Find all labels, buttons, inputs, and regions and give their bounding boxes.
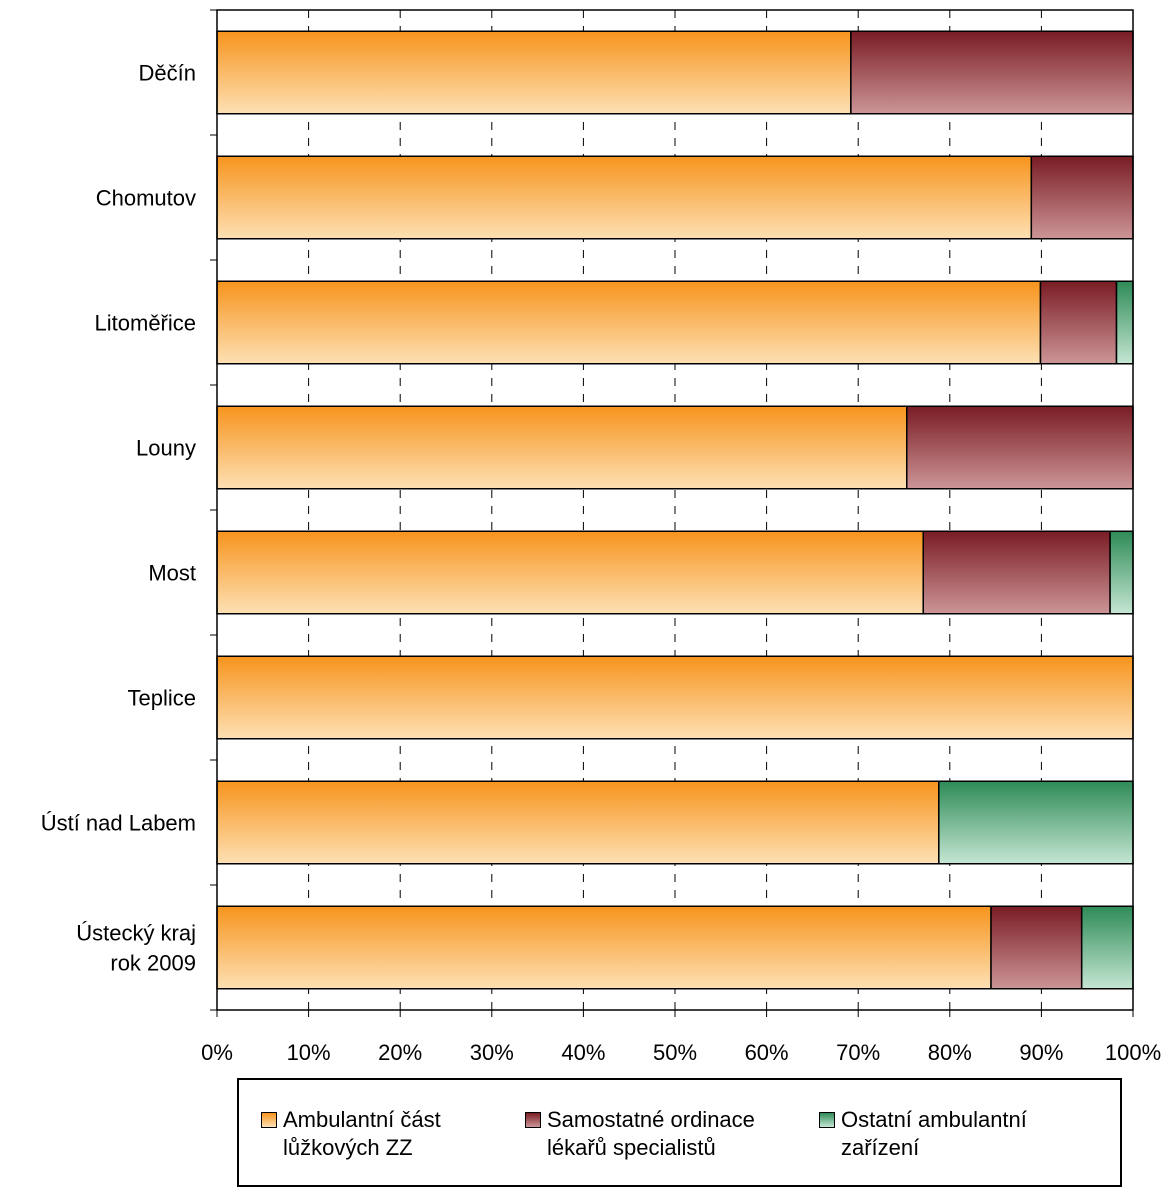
legend-label-ambulantni: Ambulantní část lůžkových ZZ xyxy=(283,1107,441,1160)
bar-segment xyxy=(1109,530,1134,615)
category-label: Děčín xyxy=(139,61,196,86)
legend-swatch-ostatni xyxy=(819,1112,835,1128)
legend-item-ostatni: Ostatní ambulantní zařízení xyxy=(819,1106,1027,1162)
bar-segment xyxy=(216,405,908,490)
legend-label-ostatni: Ostatní ambulantní zařízení xyxy=(841,1107,1027,1160)
bar-segment xyxy=(938,780,1134,865)
bar-segment xyxy=(1039,280,1118,365)
x-tick-label: 20% xyxy=(378,1040,422,1065)
legend-swatch-samostatne xyxy=(525,1112,541,1128)
category-label: Teplice xyxy=(128,686,196,711)
x-tick-label: 100% xyxy=(1105,1040,1161,1065)
x-tick-label: 80% xyxy=(928,1040,972,1065)
x-tick-label: 90% xyxy=(1019,1040,1063,1065)
bar-segment xyxy=(216,780,940,865)
axis-layer xyxy=(210,9,1134,1017)
category-label: Litoměřice xyxy=(95,311,196,336)
category-label: Louny xyxy=(136,436,196,461)
x-tick-label: 70% xyxy=(836,1040,880,1065)
legend-item-ambulantni: Ambulantní část lůžkových ZZ xyxy=(261,1106,441,1162)
x-tick-label: 50% xyxy=(653,1040,697,1065)
bar-segment xyxy=(216,905,992,990)
category-label: Chomutov xyxy=(96,186,196,211)
x-tick-label: 40% xyxy=(561,1040,605,1065)
category-label: Most xyxy=(148,561,196,586)
category-label: Ústí nad Labem xyxy=(41,811,196,836)
legend: Ambulantní část lůžkových ZZ Samostatné … xyxy=(237,1078,1122,1187)
x-tick-label: 0% xyxy=(201,1040,233,1065)
bar-segment xyxy=(216,155,1033,240)
bar-segment xyxy=(216,655,1134,740)
legend-swatch-ambulantni xyxy=(261,1112,277,1128)
bar-segment xyxy=(990,905,1083,990)
x-tick-label: 30% xyxy=(470,1040,514,1065)
bar-segment xyxy=(922,530,1111,615)
category-label: Ústecký kraj rok 2009 xyxy=(76,921,196,976)
bar-segment xyxy=(905,405,1134,490)
legend-label-samostatne: Samostatné ordinace lékařů specialistů xyxy=(547,1107,755,1160)
bar-segment xyxy=(1080,905,1134,990)
bar-segment xyxy=(1115,280,1134,365)
bar-segment xyxy=(1030,155,1134,240)
legend-item-samostatne: Samostatné ordinace lékařů specialistů xyxy=(525,1106,755,1162)
bar-segment xyxy=(216,280,1042,365)
labels-layer: Děčín Chomutov Litoměřice Louny Most Teplice Ú… xyxy=(41,61,1161,1066)
bar-segment xyxy=(850,30,1134,115)
x-tick-label: 10% xyxy=(287,1040,331,1065)
bar-segment xyxy=(216,30,852,115)
x-tick-label: 60% xyxy=(745,1040,789,1065)
bars-layer xyxy=(216,30,1134,990)
stacked-bar-chart: Děčín Chomutov Litoměřice Louny Most Teplice Ú… xyxy=(41,9,1161,1066)
bar-segment xyxy=(216,530,924,615)
